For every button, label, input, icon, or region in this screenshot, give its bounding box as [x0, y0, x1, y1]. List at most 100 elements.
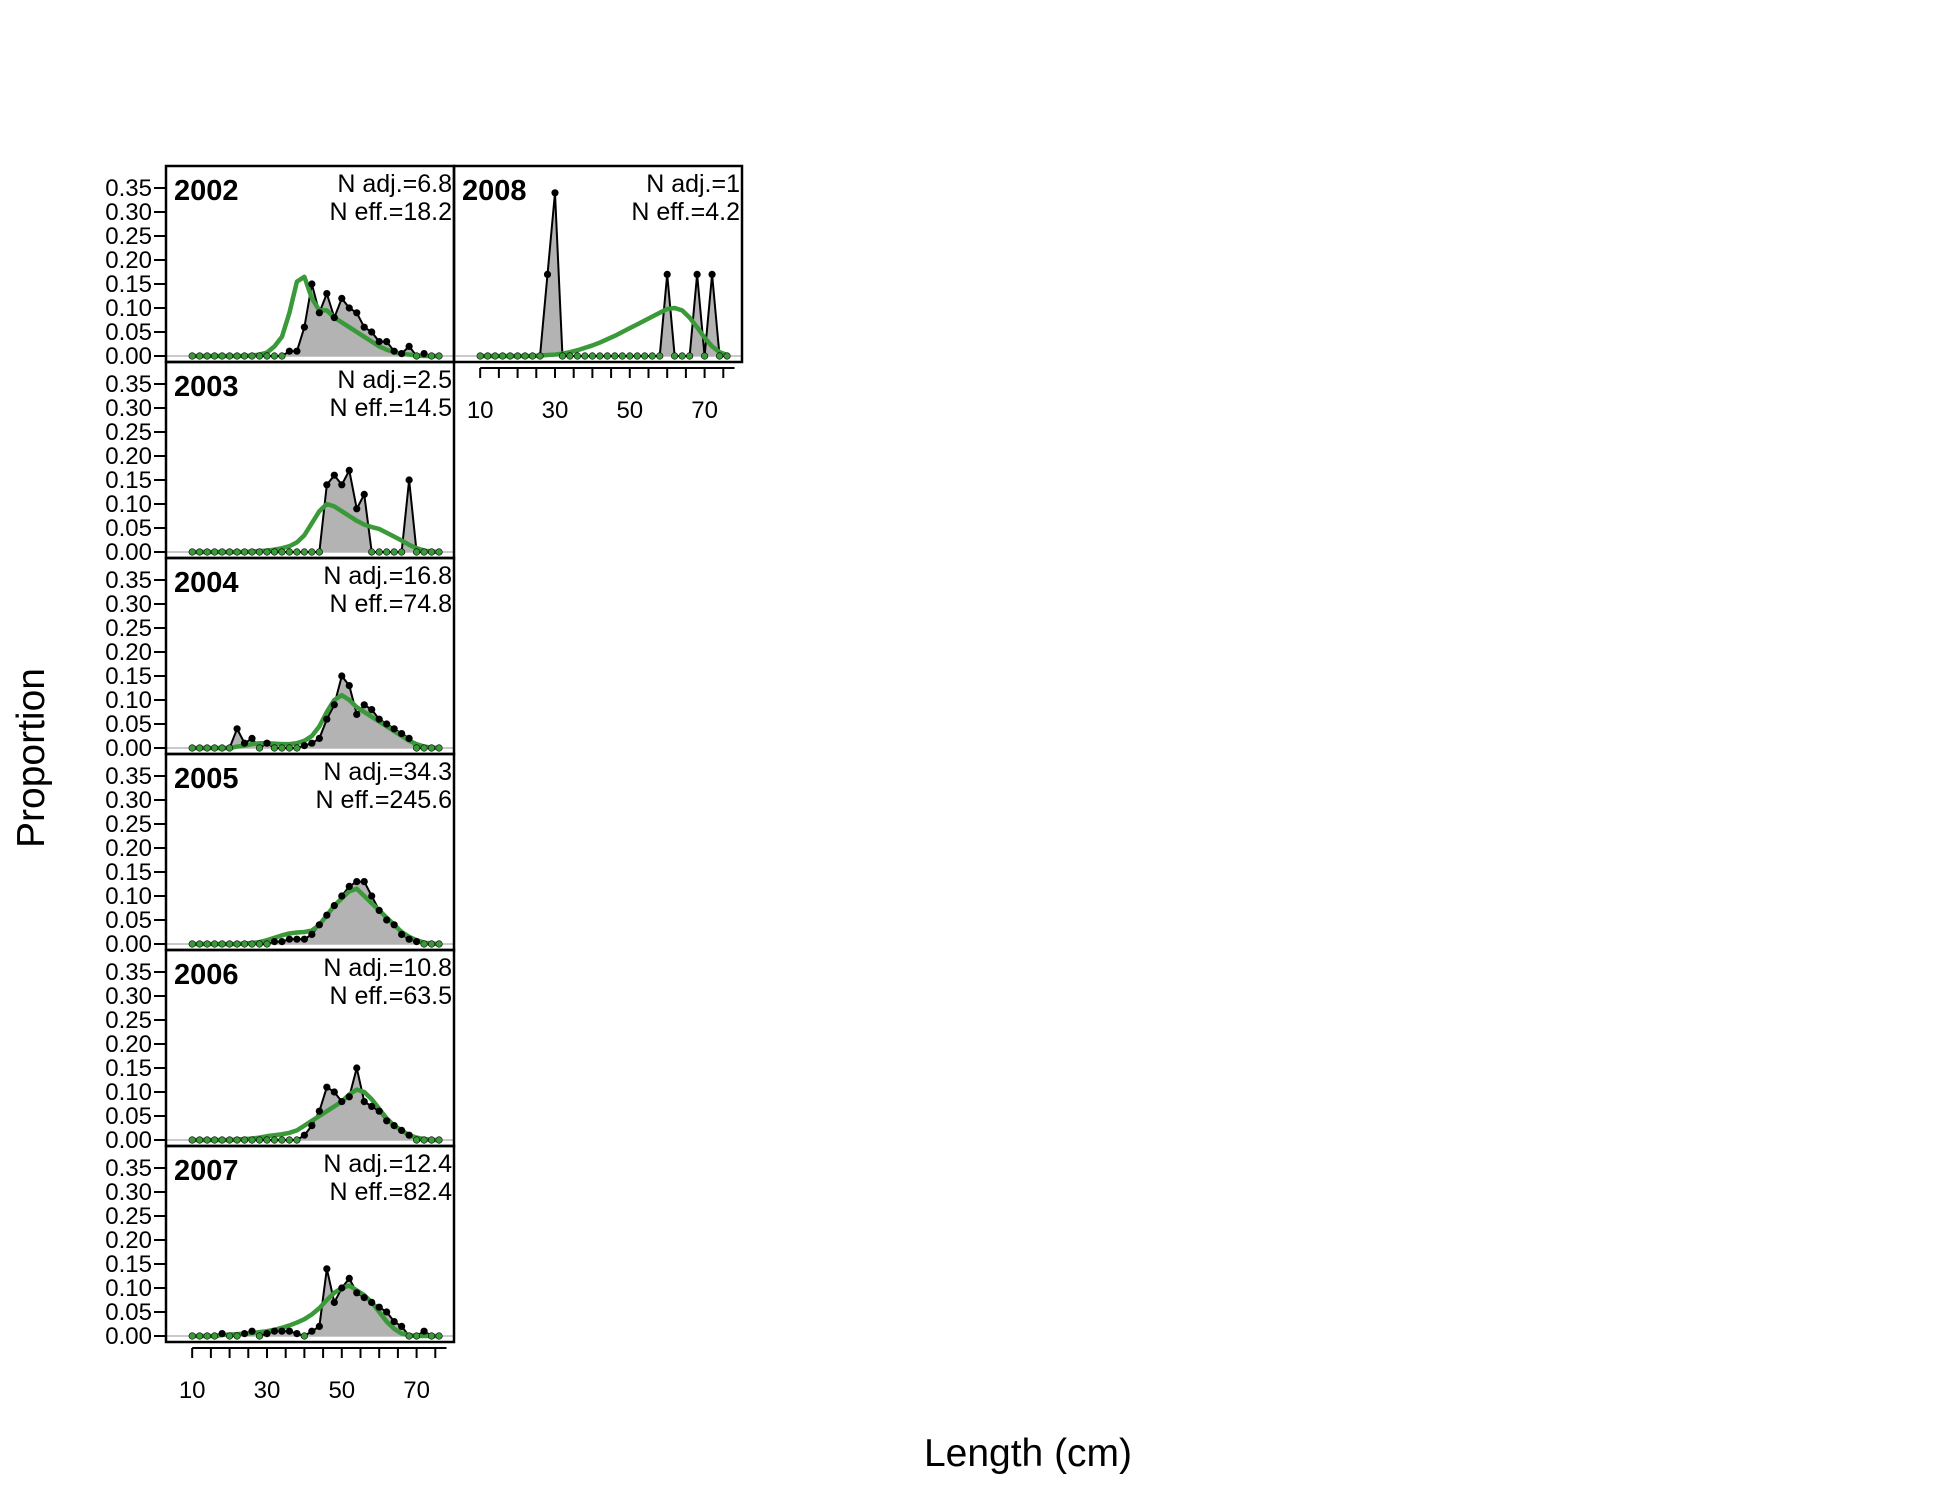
observed-point: [360, 701, 368, 709]
expected-point: [263, 1137, 270, 1143]
observed-point: [263, 1330, 271, 1338]
observed-point: [263, 739, 271, 747]
expected-point: [492, 353, 499, 359]
expected-point: [256, 353, 263, 359]
expected-point: [196, 745, 203, 751]
observed-point: [398, 730, 406, 738]
observed-point: [300, 1131, 308, 1139]
n-eff-label: N eff.=74.8: [329, 590, 452, 618]
observed-point: [368, 328, 376, 336]
observed-point: [338, 672, 346, 680]
observed-point: [315, 1322, 323, 1330]
expected-point: [507, 353, 514, 359]
observed-point: [338, 1098, 346, 1106]
observed-point: [315, 921, 323, 929]
expected-point: [286, 549, 293, 555]
expected-point: [428, 745, 435, 751]
expected-point: [626, 353, 633, 359]
expected-point: [436, 1137, 443, 1143]
observed-point: [383, 1117, 391, 1125]
x-tick-label: 10: [179, 1377, 206, 1404]
observed-point: [285, 1327, 294, 1335]
observed-point: [353, 309, 361, 317]
expected-point: [249, 941, 256, 947]
observed-point: [708, 270, 716, 278]
y-tick-label: 0.25: [105, 811, 152, 838]
observed-point: [543, 270, 552, 278]
n-eff-label: N eff.=82.4: [329, 1178, 452, 1206]
observed-point: [315, 1107, 323, 1115]
expected-point: [656, 353, 663, 359]
n-adj-label: N adj.=2.5: [337, 366, 452, 394]
observed-point: [368, 706, 376, 714]
y-tick-label: 0.15: [105, 271, 152, 298]
panel-year-label: 2006: [174, 959, 239, 991]
observed-point: [330, 314, 338, 322]
observed-point: [293, 347, 301, 355]
n-adj-label: N adj.=12.4: [323, 1150, 452, 1178]
expected-point: [204, 353, 211, 359]
expected-line: [477, 305, 730, 359]
y-tick-label: 0.25: [105, 419, 152, 446]
y-tick-label: 0.10: [105, 491, 152, 518]
expected-point: [286, 1137, 293, 1143]
y-axis-title: Proportion: [10, 668, 53, 848]
observed-point: [345, 1274, 353, 1282]
y-tick-label: 0.00: [105, 1323, 152, 1350]
observed-point: [300, 323, 308, 331]
expected-point: [196, 1333, 203, 1339]
panel-year-label: 2005: [174, 763, 239, 795]
expected-point: [204, 1137, 211, 1143]
expected-point: [226, 353, 233, 359]
expected-point: [679, 353, 686, 359]
expected-point: [234, 1333, 241, 1339]
observed-point: [345, 882, 353, 891]
observed-point: [300, 935, 308, 943]
expected-point: [413, 1333, 420, 1339]
expected-point: [234, 1137, 241, 1143]
expected-point: [499, 353, 506, 359]
expected-point: [413, 745, 420, 751]
expected-point: [421, 745, 428, 751]
expected-point: [383, 549, 390, 555]
expected-point: [263, 353, 270, 359]
panel-year-label: 2008: [462, 175, 527, 207]
expected-point: [316, 549, 323, 555]
observed-point: [323, 290, 331, 298]
y-tick-label: 0.05: [105, 1299, 152, 1326]
x-tick-label: 70: [691, 397, 718, 424]
y-tick-label: 0.15: [105, 1055, 152, 1082]
observed-point: [383, 916, 391, 924]
expected-point: [271, 353, 278, 359]
observed-point: [383, 1308, 391, 1316]
expected-point: [204, 1333, 211, 1339]
expected-point: [428, 1333, 435, 1339]
observed-point: [323, 1083, 331, 1091]
expected-point: [293, 745, 300, 751]
observed-point: [390, 347, 398, 355]
expected-point: [263, 549, 270, 555]
observed-point: [323, 715, 331, 723]
observed-point: [315, 734, 323, 743]
expected-point: [271, 549, 278, 555]
expected-point: [189, 353, 196, 359]
observed-point: [398, 1322, 406, 1330]
expected-point: [301, 1333, 308, 1339]
observed-point: [368, 1102, 376, 1110]
expected-point: [219, 1137, 226, 1143]
y-tick-label: 0.00: [105, 343, 152, 370]
expected-point: [211, 1333, 218, 1339]
expected-line: [189, 274, 442, 359]
observed-point: [345, 304, 353, 312]
observed-point: [375, 338, 383, 346]
observed-point: [285, 347, 294, 355]
expected-point: [256, 745, 263, 751]
expected-point: [537, 353, 544, 359]
expected-point: [241, 1137, 248, 1143]
observed-area: [192, 1268, 440, 1336]
panel-year-label: 2002: [174, 175, 239, 207]
expected-point: [189, 745, 196, 751]
expected-line: [189, 692, 442, 751]
observed-point: [338, 1284, 346, 1292]
observed-point: [330, 701, 338, 709]
